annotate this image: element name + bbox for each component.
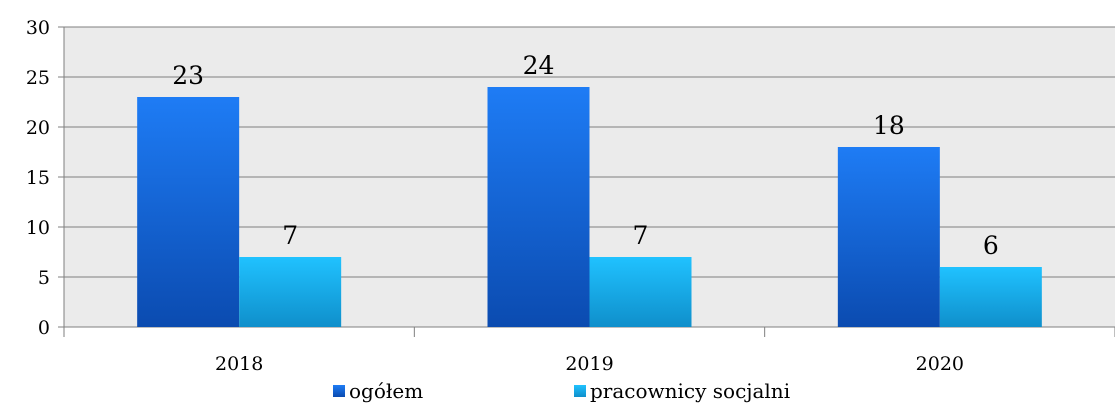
x-tick-label: 2019 (565, 353, 613, 375)
y-tick-label: 25 (26, 67, 50, 89)
bar-pracownicy-socjalni-2020 (939, 267, 1042, 327)
legend: ogółem pracownicy socjalni (333, 379, 790, 403)
bar-pracownicy-socjalni-2018 (239, 257, 342, 327)
data-label: 24 (523, 51, 555, 80)
data-label: 18 (873, 111, 905, 140)
y-tick-label: 0 (38, 317, 50, 339)
legend-swatch (333, 385, 345, 397)
y-tick-label: 15 (26, 167, 50, 189)
y-tick-label: 5 (38, 267, 50, 289)
data-label: 6 (983, 231, 999, 260)
y-tick-label: 20 (26, 117, 50, 139)
bar-ogolem-2018 (137, 97, 240, 327)
bar-ogolem-2019 (487, 87, 590, 327)
data-label: 7 (282, 221, 298, 250)
y-tick-label: 30 (26, 17, 50, 39)
x-tick-label: 2018 (215, 353, 263, 375)
legend-swatch (574, 385, 586, 397)
data-label: 7 (633, 221, 649, 250)
legend-label: pracownicy socjalni (590, 379, 790, 403)
bar-pracownicy-socjalni-2019 (589, 257, 692, 327)
legend-label: ogółem (349, 379, 423, 403)
data-label: 23 (172, 61, 204, 90)
x-tick-label: 2020 (916, 353, 964, 375)
bar-ogolem-2020 (837, 147, 940, 327)
y-tick-label: 10 (26, 217, 50, 239)
